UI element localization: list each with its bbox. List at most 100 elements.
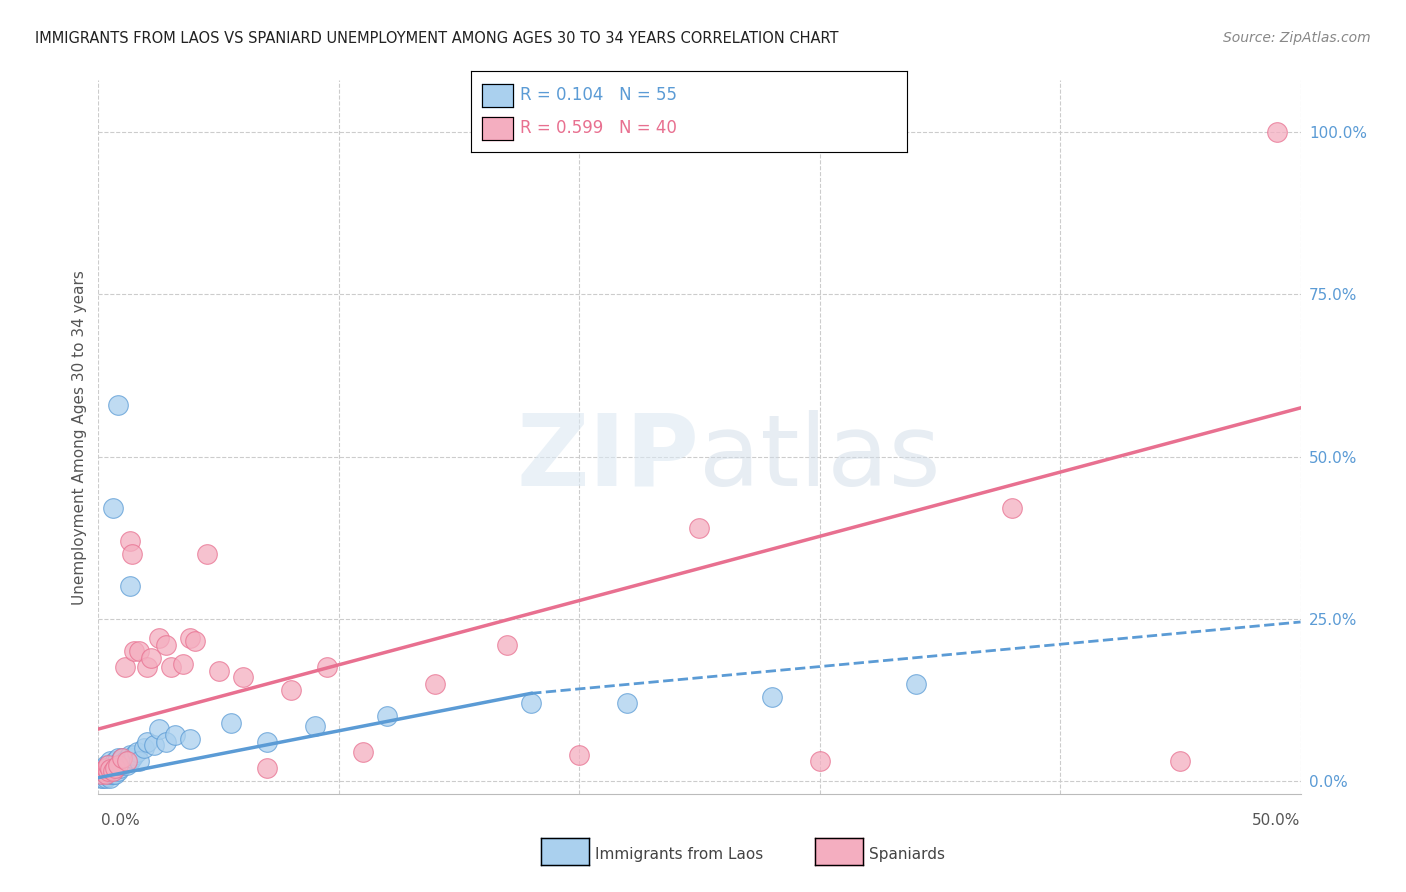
- Point: [148, 722, 170, 736]
- Point: [124, 644, 146, 658]
- Point: [107, 764, 129, 779]
- Point: [104, 761, 127, 775]
- Point: [135, 660, 157, 674]
- Point: [100, 767, 122, 781]
- Point: [94, 767, 117, 781]
- Point: [256, 735, 278, 749]
- Point: [117, 757, 139, 772]
- Point: [104, 755, 127, 769]
- Point: [101, 767, 124, 781]
- Text: IMMIGRANTS FROM LAOS VS SPANIARD UNEMPLOYMENT AMONG AGES 30 TO 34 YEARS CORRELAT: IMMIGRANTS FROM LAOS VS SPANIARD UNEMPLO…: [35, 31, 838, 46]
- Text: Spaniards: Spaniards: [869, 847, 945, 862]
- Point: [94, 757, 117, 772]
- Point: [100, 755, 122, 769]
- Point: [304, 719, 326, 733]
- Text: Immigrants from Laos: Immigrants from Laos: [595, 847, 763, 862]
- Point: [179, 731, 201, 746]
- Point: [352, 745, 374, 759]
- Point: [90, 767, 112, 781]
- Point: [808, 755, 831, 769]
- Point: [1265, 125, 1288, 139]
- Point: [315, 660, 337, 674]
- Point: [132, 741, 155, 756]
- Point: [114, 755, 136, 769]
- Point: [128, 755, 150, 769]
- Point: [159, 660, 181, 674]
- Point: [91, 761, 114, 775]
- Point: [104, 767, 127, 781]
- Point: [94, 761, 117, 775]
- Point: [689, 521, 711, 535]
- Point: [135, 735, 157, 749]
- Point: [172, 657, 194, 672]
- Point: [91, 767, 114, 781]
- Point: [121, 751, 143, 765]
- Point: [100, 771, 122, 785]
- Point: [94, 761, 117, 775]
- Point: [142, 738, 165, 752]
- Point: [108, 761, 131, 775]
- Point: [101, 757, 124, 772]
- Point: [155, 638, 177, 652]
- Point: [94, 767, 117, 781]
- Point: [183, 634, 205, 648]
- Point: [118, 747, 141, 762]
- Text: 0.0%: 0.0%: [101, 814, 141, 828]
- Text: ZIP: ZIP: [516, 410, 700, 507]
- Point: [111, 757, 134, 772]
- Text: Source: ZipAtlas.com: Source: ZipAtlas.com: [1223, 31, 1371, 45]
- Point: [108, 755, 131, 769]
- Point: [91, 764, 114, 779]
- Text: atlas: atlas: [700, 410, 941, 507]
- Point: [94, 771, 117, 785]
- Point: [97, 764, 120, 779]
- Point: [90, 767, 112, 781]
- Point: [114, 660, 136, 674]
- Point: [101, 764, 124, 779]
- Point: [125, 745, 148, 759]
- Point: [496, 638, 519, 652]
- Text: R = 0.104   N = 55: R = 0.104 N = 55: [520, 87, 678, 104]
- Text: 50.0%: 50.0%: [1253, 814, 1301, 828]
- Point: [101, 764, 124, 779]
- Point: [1170, 755, 1192, 769]
- Point: [107, 757, 129, 772]
- Point: [91, 764, 114, 779]
- Point: [141, 650, 163, 665]
- Point: [179, 631, 201, 645]
- Point: [111, 751, 134, 765]
- Point: [100, 762, 122, 776]
- Point: [118, 755, 141, 769]
- Point: [111, 751, 134, 765]
- Point: [118, 533, 141, 548]
- Point: [1001, 501, 1024, 516]
- Point: [107, 398, 129, 412]
- Point: [104, 761, 127, 775]
- Point: [520, 696, 543, 710]
- Point: [100, 761, 122, 775]
- Point: [97, 764, 120, 779]
- Y-axis label: Unemployment Among Ages 30 to 34 years: Unemployment Among Ages 30 to 34 years: [72, 269, 87, 605]
- Point: [256, 761, 278, 775]
- Point: [148, 631, 170, 645]
- Point: [195, 547, 218, 561]
- Point: [124, 747, 146, 762]
- Point: [375, 709, 398, 723]
- Point: [94, 764, 117, 779]
- Point: [128, 644, 150, 658]
- Point: [616, 696, 638, 710]
- Point: [118, 579, 141, 593]
- Point: [97, 757, 120, 772]
- Point: [97, 769, 120, 783]
- Point: [280, 683, 302, 698]
- Point: [155, 735, 177, 749]
- Point: [90, 771, 112, 785]
- Point: [101, 501, 124, 516]
- Point: [117, 755, 139, 769]
- Point: [568, 747, 591, 762]
- Point: [107, 751, 129, 765]
- Point: [423, 676, 446, 690]
- Text: R = 0.599   N = 40: R = 0.599 N = 40: [520, 120, 678, 137]
- Point: [97, 757, 120, 772]
- Point: [761, 690, 783, 704]
